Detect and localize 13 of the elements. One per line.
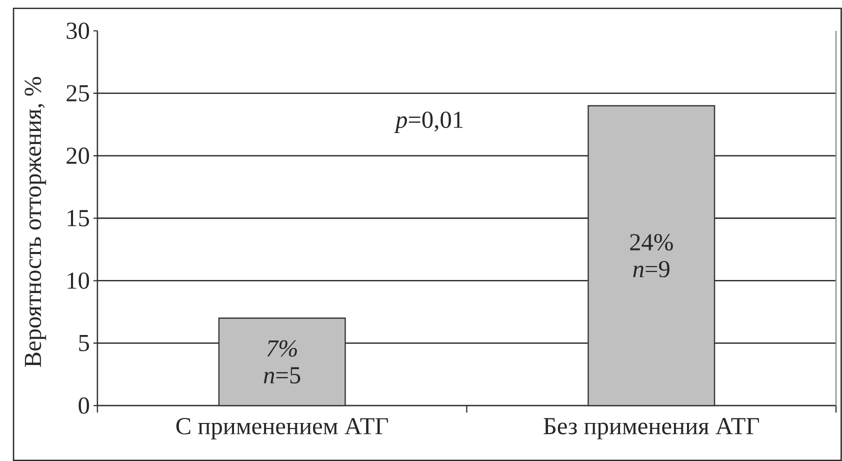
data-label: 24% n=9 <box>630 234 673 278</box>
y-axis-title: Вероятность отторжения, % <box>24 76 46 367</box>
y-tick-label: 30 <box>66 22 90 39</box>
y-tick-label: 0 <box>78 397 90 414</box>
x-tick-label: Без применения АТГ <box>544 418 760 440</box>
y-tick-label: 25 <box>66 84 89 102</box>
annotation: p=0,01 <box>394 111 463 133</box>
data-label: 7% n=5 <box>264 340 300 384</box>
y-tick-label: 15 <box>68 210 89 226</box>
y-tick-label: 5 <box>79 334 89 352</box>
y-tick-label: 20 <box>66 147 90 164</box>
y-tick-label: 10 <box>68 272 90 289</box>
x-tick-label: С применением АТГ <box>176 418 388 440</box>
